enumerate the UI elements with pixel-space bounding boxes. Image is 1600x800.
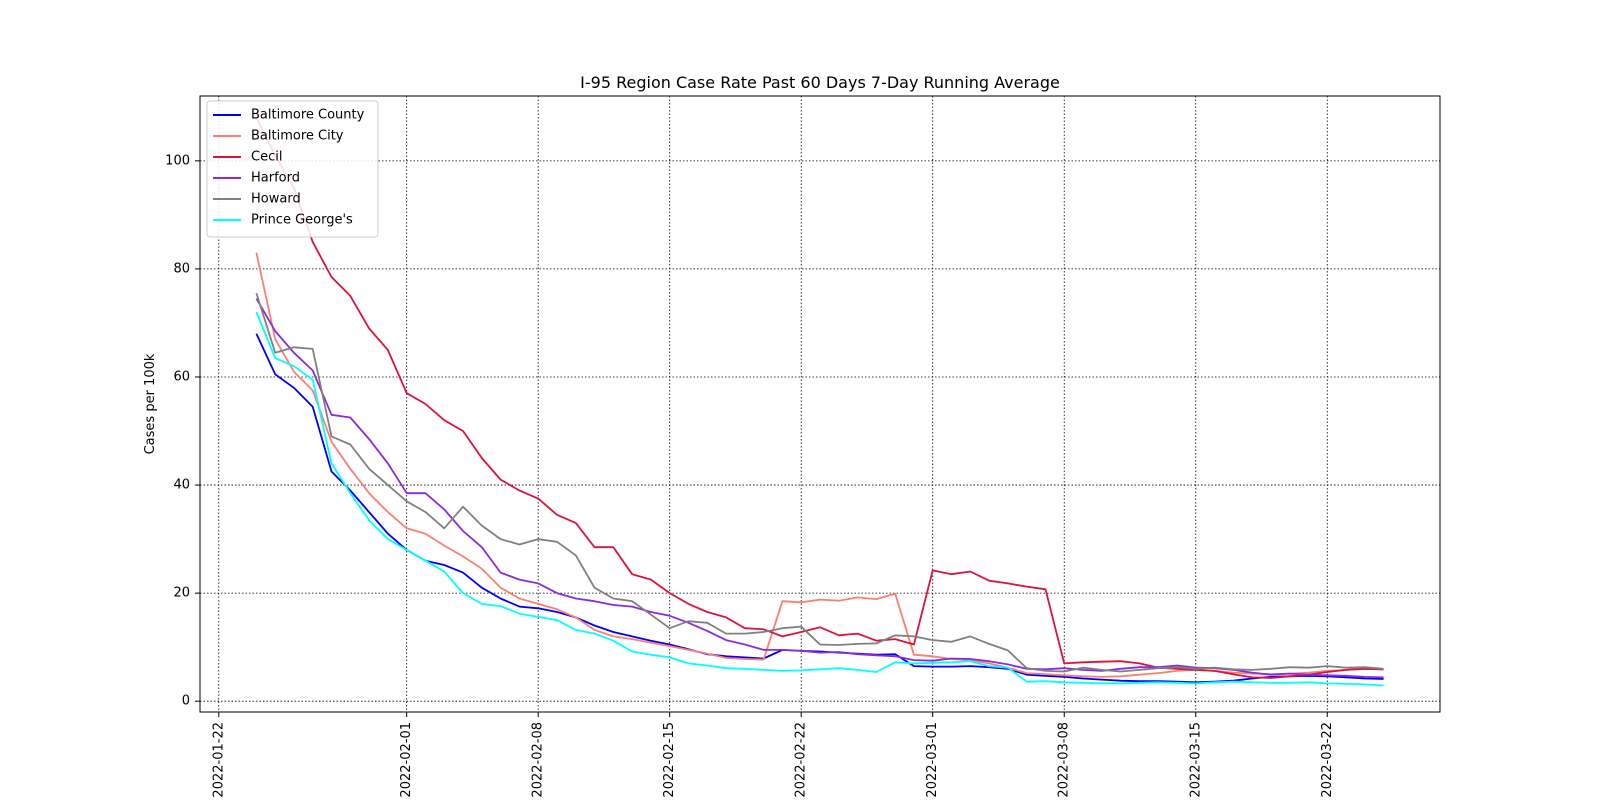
series-line-harford: [255, 298, 1384, 679]
legend-label-cecil: Cecil: [251, 150, 282, 165]
legend-label-harford: Harford: [251, 171, 300, 186]
y-axis-label: Cases per 100k: [143, 353, 158, 454]
x-tick-label: 2022-02-01: [399, 722, 414, 798]
series-line-baltimore-county: [255, 333, 1384, 684]
series-line-baltimore-city: [255, 252, 1384, 678]
chart-title: I-95 Region Case Rate Past 60 Days 7-Day…: [580, 73, 1060, 92]
y-tick-label: 40: [173, 478, 190, 493]
series-line-prince-george-s: [255, 311, 1384, 687]
x-tick-label: 2022-03-22: [1320, 722, 1335, 798]
grid: [200, 96, 1440, 712]
legend-box: [206, 100, 379, 238]
y-tick-label: 100: [165, 153, 190, 168]
x-tick-label: 2022-03-15: [1188, 722, 1203, 798]
legend-label-baltimore-city: Baltimore City: [251, 129, 344, 144]
series-line-cecil: [255, 117, 1384, 679]
series-lines: [255, 117, 1384, 687]
y-tick-label: 80: [173, 261, 190, 276]
x-tick-label: 2022-03-08: [1057, 722, 1072, 798]
axis-ticks: 2022-01-22 2022-02-01 2022-02-08 2022-02-15…: [165, 153, 1335, 797]
x-tick-label: 2022-02-22: [794, 722, 809, 798]
legend: Baltimore County Baltimore City Cecil Harfo…: [206, 100, 379, 238]
y-tick-label: 0: [182, 694, 190, 709]
x-tick-label: 2022-02-15: [662, 722, 677, 798]
x-tick-label: 2022-03-01: [925, 722, 940, 798]
x-tick-label: 2022-01-22: [211, 722, 226, 798]
y-tick-label: 60: [173, 369, 190, 384]
plot-frame: [199, 95, 1441, 713]
legend-label-prince-george-s: Prince George's: [251, 213, 353, 228]
series-line-howard: [255, 292, 1384, 673]
y-tick-label: 20: [173, 586, 190, 601]
legend-label-baltimore-county: Baltimore County: [251, 108, 365, 123]
x-tick-label: 2022-02-08: [531, 722, 546, 798]
legend-label-howard: Howard: [251, 192, 301, 207]
